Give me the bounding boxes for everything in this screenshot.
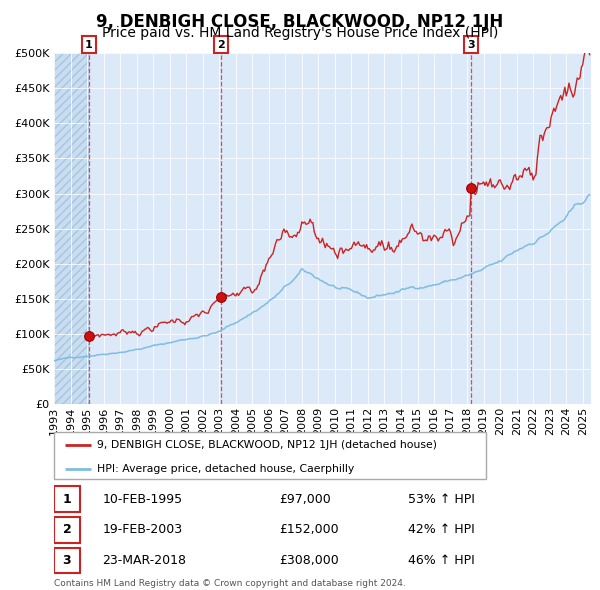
Text: £308,000: £308,000 [280,554,339,567]
Bar [54,517,80,543]
Text: 2: 2 [62,523,71,536]
Bar [54,548,80,573]
Bar [54,53,89,404]
Text: 1: 1 [85,40,93,50]
Text: 42% ↑ HPI: 42% ↑ HPI [409,523,475,536]
Text: Contains HM Land Registry data © Crown copyright and database right 2024.: Contains HM Land Registry data © Crown c… [54,579,406,588]
Text: 3: 3 [62,554,71,567]
Text: 1: 1 [62,493,71,506]
Text: 9, DENBIGH CLOSE, BLACKWOOD, NP12 1JH (detached house): 9, DENBIGH CLOSE, BLACKWOOD, NP12 1JH (d… [97,440,437,450]
Text: 3: 3 [467,40,475,50]
Text: £97,000: £97,000 [280,493,331,506]
Text: 53% ↑ HPI: 53% ↑ HPI [409,493,475,506]
Text: 23-MAR-2018: 23-MAR-2018 [103,554,187,567]
Text: 2: 2 [218,40,225,50]
Bar [54,53,89,404]
Text: HPI: Average price, detached house, Caerphilly: HPI: Average price, detached house, Caer… [97,464,355,474]
Text: 46% ↑ HPI: 46% ↑ HPI [409,554,475,567]
Text: Price paid vs. HM Land Registry's House Price Index (HPI): Price paid vs. HM Land Registry's House … [102,26,498,40]
Text: 19-FEB-2003: 19-FEB-2003 [103,523,182,536]
Text: £152,000: £152,000 [280,523,339,536]
Text: 9, DENBIGH CLOSE, BLACKWOOD, NP12 1JH: 9, DENBIGH CLOSE, BLACKWOOD, NP12 1JH [97,13,503,31]
Text: 10-FEB-1995: 10-FEB-1995 [103,493,182,506]
Bar [54,486,80,512]
